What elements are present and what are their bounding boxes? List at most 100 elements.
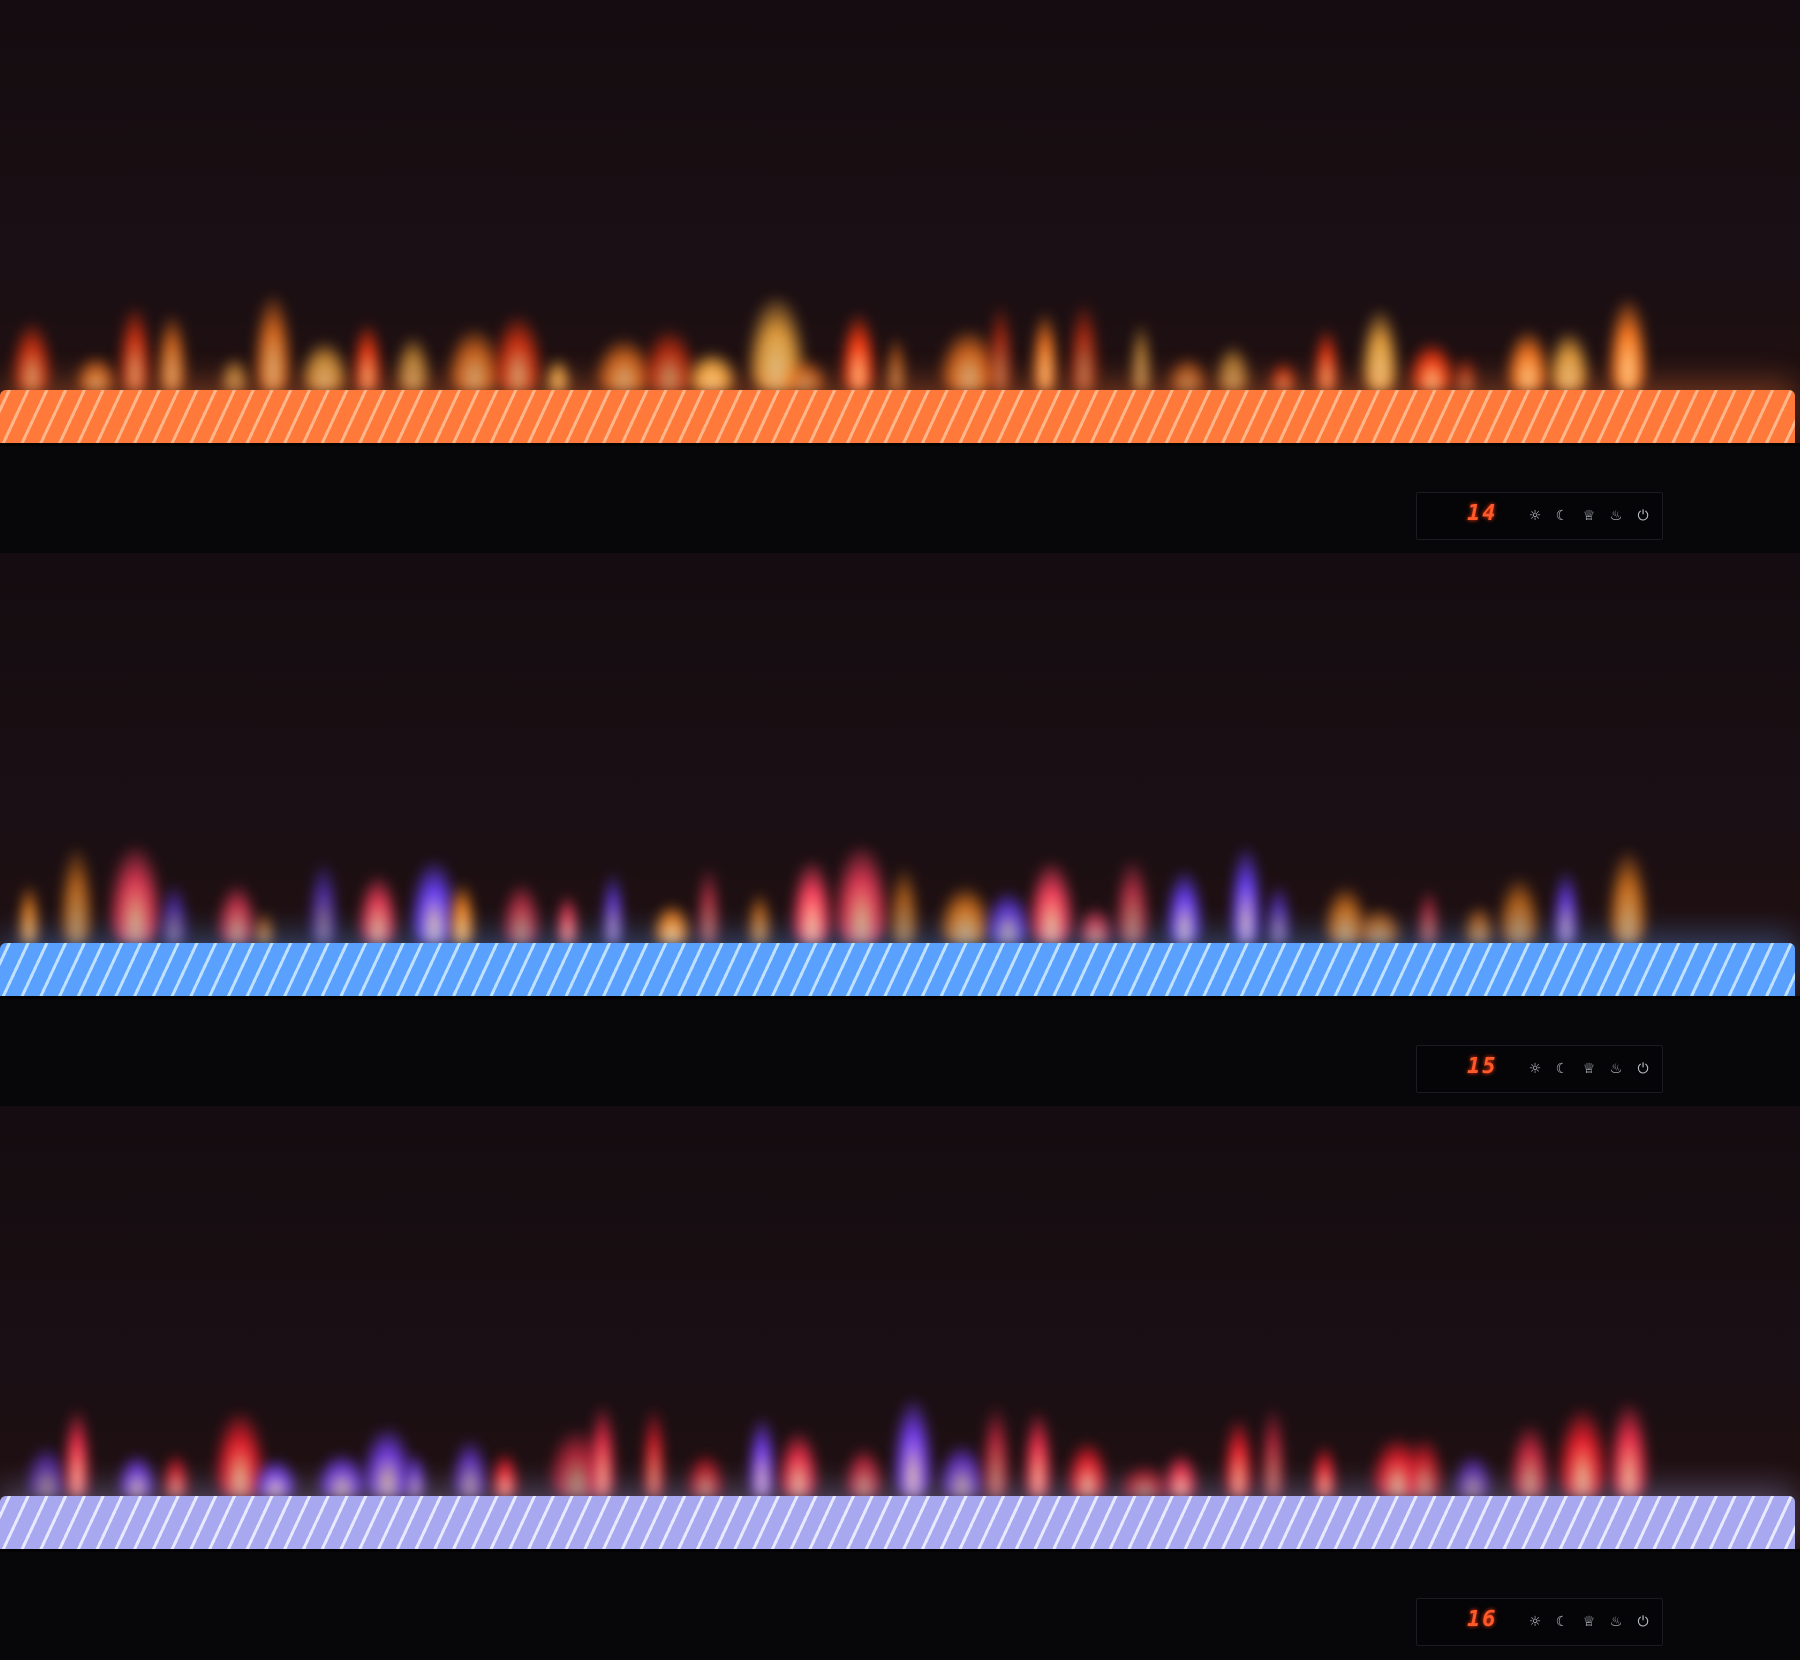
flame xyxy=(652,904,691,945)
flame xyxy=(687,1453,724,1498)
unit-orange: 14 ☼ ☾ ♕ ♨ ⏻ xyxy=(0,0,1800,553)
flame xyxy=(19,885,40,945)
flame xyxy=(748,1417,776,1498)
flame xyxy=(889,867,920,945)
flame xyxy=(1270,361,1298,392)
flame xyxy=(75,356,116,392)
flame xyxy=(1608,1403,1650,1498)
flame xyxy=(254,912,275,945)
crown-flame-icon[interactable]: ♕ xyxy=(1582,1061,1596,1077)
flame xyxy=(556,894,578,945)
brightness-icon[interactable]: ☼ xyxy=(1528,1061,1542,1077)
flame xyxy=(352,323,382,392)
flame xyxy=(1608,850,1649,945)
flame xyxy=(1223,1418,1254,1498)
flame xyxy=(687,352,738,392)
control-panel: 15 ☼ ☾ ♕ ♨ ⏻ xyxy=(1416,1045,1663,1093)
flame xyxy=(309,863,338,945)
flame xyxy=(1167,358,1208,392)
flame xyxy=(1510,1424,1550,1498)
flame xyxy=(1552,870,1579,945)
flame xyxy=(1031,312,1059,392)
flame-icon[interactable]: ♨ xyxy=(1609,1061,1623,1077)
flame xyxy=(1069,303,1099,392)
flame xyxy=(1464,906,1495,945)
flame xyxy=(502,884,541,945)
flame xyxy=(1498,877,1540,945)
flame xyxy=(1130,324,1152,392)
flame xyxy=(987,306,1013,392)
flame xyxy=(643,1409,665,1498)
brightness-icon[interactable]: ☼ xyxy=(1528,508,1542,524)
crystal-ember-bed xyxy=(0,943,1795,996)
flame xyxy=(1163,1453,1199,1498)
flame xyxy=(1120,1465,1169,1498)
flame xyxy=(747,892,771,945)
flame xyxy=(317,1453,368,1498)
crystal-ember-bed xyxy=(0,390,1795,443)
power-icon[interactable]: ⏻ xyxy=(1637,1061,1649,1077)
flame xyxy=(1066,1442,1108,1498)
flame xyxy=(1557,1409,1608,1498)
temperature-display: 14 xyxy=(1467,501,1498,526)
unit-blue: 15 ☼ ☾ ♕ ♨ ⏻ xyxy=(0,553,1800,1106)
flames xyxy=(0,1106,1800,1549)
flame xyxy=(1260,1407,1285,1498)
brightness-icon[interactable]: ☼ xyxy=(1528,1614,1542,1630)
flame xyxy=(588,1406,616,1498)
flame xyxy=(1265,884,1291,945)
flame xyxy=(939,887,992,945)
flame xyxy=(108,846,164,945)
flame xyxy=(982,1407,1010,1498)
flame xyxy=(885,336,906,392)
fireplace-frame: 16 ☼ ☾ ♕ ♨ ⏻ xyxy=(0,1549,1800,1659)
flames xyxy=(0,553,1800,996)
power-icon[interactable]: ⏻ xyxy=(1637,508,1649,524)
flame xyxy=(1313,1446,1337,1498)
temperature-display: 15 xyxy=(1467,1054,1498,1079)
timer-icon[interactable]: ☾ xyxy=(1555,1614,1569,1630)
crown-flame-icon[interactable]: ♕ xyxy=(1582,508,1596,524)
flame xyxy=(1115,860,1151,945)
flame xyxy=(63,1409,90,1498)
fireplace-frame: 14 ☼ ☾ ♕ ♨ ⏻ xyxy=(0,443,1800,553)
fireplace-frame: 15 ☼ ☾ ♕ ♨ ⏻ xyxy=(0,996,1800,1106)
flame xyxy=(159,884,188,945)
flame xyxy=(357,876,398,945)
timer-icon[interactable]: ☾ xyxy=(1555,1061,1569,1077)
flame xyxy=(1215,345,1251,392)
flame xyxy=(1078,908,1114,945)
flame xyxy=(491,1452,519,1498)
timer-icon[interactable]: ☾ xyxy=(1555,508,1569,524)
flame xyxy=(1360,310,1399,392)
power-icon[interactable]: ⏻ xyxy=(1637,1614,1649,1630)
flame xyxy=(1028,862,1075,945)
crystal-ember-bed xyxy=(0,1496,1795,1549)
flame xyxy=(1024,1412,1052,1498)
flame xyxy=(1453,357,1478,392)
flame xyxy=(1505,331,1550,392)
control-panel: 14 ☼ ☾ ♕ ♨ ⏻ xyxy=(1416,492,1663,540)
temperature-display: 16 xyxy=(1467,1607,1498,1632)
flame xyxy=(1417,890,1439,945)
flame xyxy=(845,1447,884,1498)
crown-flame-icon[interactable]: ♕ xyxy=(1582,1614,1596,1630)
flame xyxy=(840,313,877,392)
flame xyxy=(892,1398,933,1498)
firebox xyxy=(0,553,1800,996)
flame xyxy=(25,1447,68,1498)
flame xyxy=(59,848,93,945)
flame xyxy=(254,1460,298,1498)
flame xyxy=(642,330,697,392)
flame-icon[interactable]: ♨ xyxy=(1609,508,1623,524)
flame xyxy=(1229,847,1262,945)
flame xyxy=(601,872,625,945)
flame xyxy=(1314,328,1339,392)
flame xyxy=(492,316,544,392)
control-panel: 16 ☼ ☾ ♕ ♨ ⏻ xyxy=(1416,1598,1663,1646)
flame-icon[interactable]: ♨ xyxy=(1609,1614,1623,1630)
flame xyxy=(1454,1454,1492,1498)
flame xyxy=(1406,1437,1443,1498)
flame xyxy=(697,868,721,945)
flame xyxy=(832,845,890,945)
